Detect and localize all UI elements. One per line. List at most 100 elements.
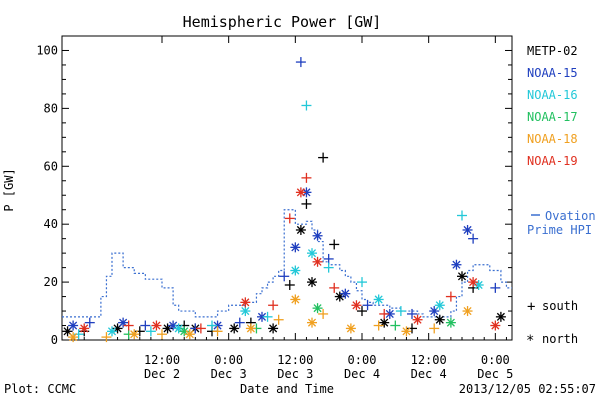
plot-timestamp: 2013/12/05 02:55:07 bbox=[459, 382, 596, 396]
data-point-north bbox=[468, 277, 479, 288]
data-point-south bbox=[195, 323, 206, 334]
data-point-north bbox=[307, 248, 317, 259]
data-point-south bbox=[362, 300, 373, 311]
data-point-north bbox=[412, 314, 423, 325]
data-point-south bbox=[234, 317, 245, 328]
legend-entry: NOAA-17 bbox=[527, 110, 578, 124]
data-point-north bbox=[229, 323, 240, 334]
data-point-south bbox=[329, 282, 340, 293]
data-point-south bbox=[301, 100, 312, 111]
data-point-north bbox=[151, 320, 162, 331]
data-point-north bbox=[373, 294, 384, 305]
y-tick-label: 20 bbox=[44, 275, 58, 289]
data-point-south bbox=[157, 329, 167, 340]
x-tick-label: 12:00 bbox=[144, 353, 180, 367]
plus-marker-icon: + bbox=[527, 299, 535, 315]
chart-title: Hemispheric Power [GW] bbox=[183, 13, 382, 31]
data-point-south bbox=[207, 320, 217, 331]
data-point-south bbox=[84, 317, 95, 328]
data-point-north bbox=[462, 306, 473, 317]
y-tick-label: 40 bbox=[44, 217, 58, 231]
ovation-legend-label: Ovation bbox=[545, 209, 596, 223]
data-point-north bbox=[351, 300, 362, 311]
data-point-north bbox=[312, 303, 323, 314]
marker-legend-north: * north bbox=[526, 332, 578, 349]
data-point-south bbox=[395, 306, 406, 317]
data-point-south bbox=[140, 320, 151, 331]
data-point-north bbox=[68, 320, 79, 331]
data-point-north bbox=[290, 294, 301, 305]
data-point-north bbox=[490, 320, 501, 331]
x-tick-date-label: Dec 3 bbox=[211, 367, 247, 381]
ovation-legend-label-2: Prime HPI bbox=[527, 223, 592, 237]
data-point-south bbox=[301, 198, 312, 209]
x-tick-date-label: Dec 5 bbox=[477, 367, 513, 381]
data-point-north bbox=[434, 314, 445, 325]
data-point-south bbox=[390, 320, 401, 331]
data-point-north bbox=[245, 323, 256, 334]
data-point-south bbox=[318, 152, 329, 163]
plot-credit: Plot: CCMC bbox=[4, 382, 76, 396]
data-point-north bbox=[268, 323, 279, 334]
data-point-north bbox=[68, 332, 79, 343]
data-point-north bbox=[240, 297, 251, 308]
x-tick-label: 12:00 bbox=[277, 353, 313, 367]
data-point-south bbox=[284, 279, 295, 290]
data-point-north bbox=[307, 317, 317, 328]
data-point-south bbox=[101, 332, 112, 343]
data-point-north bbox=[451, 259, 462, 270]
legend-entry: NOAA-18 bbox=[527, 132, 578, 146]
data-point-south bbox=[429, 323, 440, 334]
data-point-south bbox=[379, 308, 390, 319]
y-tick-label: 100 bbox=[36, 43, 58, 57]
data-point-south bbox=[284, 213, 295, 224]
data-point-north bbox=[240, 306, 251, 317]
y-tick-label: 80 bbox=[44, 101, 58, 115]
data-point-north bbox=[295, 224, 306, 235]
x-tick-date-label: Dec 4 bbox=[411, 367, 447, 381]
marker-legend-south: + south bbox=[527, 299, 578, 315]
data-point-north bbox=[384, 308, 395, 319]
data-point-south bbox=[407, 308, 417, 319]
data-point-south bbox=[373, 320, 384, 331]
data-point-south bbox=[318, 308, 329, 319]
data-point-south bbox=[262, 311, 273, 322]
data-point-north bbox=[290, 242, 301, 253]
data-point-south bbox=[123, 320, 134, 331]
x-tick-date-label: Dec 2 bbox=[144, 367, 180, 381]
data-point-south bbox=[323, 253, 334, 264]
x-axis-label: Date and Time bbox=[240, 382, 334, 396]
data-point-north bbox=[434, 300, 445, 311]
x-tick-label: 0:00 bbox=[214, 353, 243, 367]
x-tick-label: 0:00 bbox=[481, 353, 510, 367]
legend-entry: NOAA-16 bbox=[527, 88, 578, 102]
legend: METP-02 NOAA-15 NOAA-16 NOAA-17 NOAA-18 NOAA-… bbox=[527, 44, 578, 168]
data-point-north bbox=[312, 230, 323, 241]
data-point-south bbox=[273, 314, 284, 325]
y-axis-label: P [GW] bbox=[2, 168, 16, 211]
x-tick-date-label: Dec 3 bbox=[277, 367, 313, 381]
data-point-south bbox=[490, 282, 501, 293]
data-point-north bbox=[290, 265, 301, 276]
plot-frame bbox=[61, 35, 513, 341]
y-tick-label: 0 bbox=[51, 333, 58, 347]
y-axis: 0 20 40 60 80 100 bbox=[36, 43, 512, 347]
data-point-south bbox=[301, 172, 312, 183]
data-points bbox=[62, 57, 506, 343]
ovation-prime-hpi-line bbox=[62, 209, 512, 318]
y-tick-label: 60 bbox=[44, 159, 58, 173]
data-point-north bbox=[79, 323, 90, 334]
data-point-north bbox=[307, 277, 317, 288]
legend-entry: NOAA-19 bbox=[527, 154, 578, 168]
data-point-south bbox=[323, 262, 334, 273]
data-point-north bbox=[340, 288, 351, 299]
data-point-south bbox=[329, 239, 340, 250]
data-point-north bbox=[445, 317, 456, 328]
data-point-south bbox=[468, 233, 479, 244]
data-point-south bbox=[145, 326, 156, 337]
data-point-north bbox=[457, 271, 467, 282]
x-tick-label: 12:00 bbox=[411, 353, 447, 367]
data-point-north bbox=[184, 329, 195, 340]
